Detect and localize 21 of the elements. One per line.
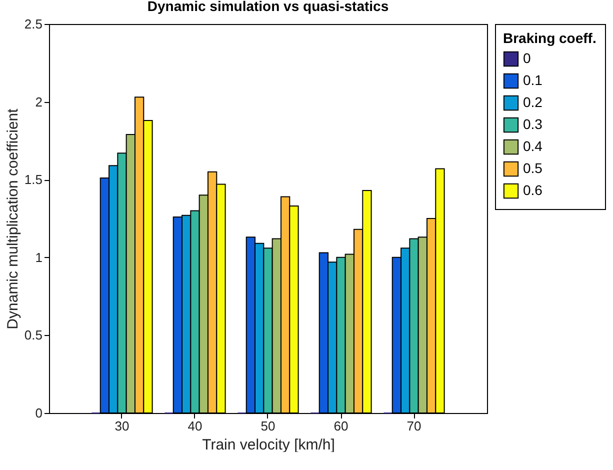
- legend-label: 0.3: [523, 116, 543, 132]
- legend-label: 0: [523, 50, 531, 66]
- y-axis-title: Dynamic multiplication coefficient: [4, 108, 22, 330]
- y-tick-label: 1: [35, 250, 42, 265]
- x-tick-label: 60: [334, 418, 348, 434]
- legend-label: 0.6: [523, 182, 543, 198]
- x-tick-label: 30: [114, 418, 130, 434]
- legend-label: 0.2: [523, 94, 543, 110]
- y-tick-label: 2: [35, 94, 42, 110]
- legend-title: Braking coeff.: [503, 30, 596, 46]
- legend-label: 0.5: [523, 160, 543, 176]
- y-tick-label: 1.5: [24, 172, 42, 188]
- x-tick-label: 50: [260, 418, 276, 434]
- y-tick-label: 2.5: [24, 16, 42, 32]
- y-tick-label: 0: [35, 406, 42, 420]
- x-tick-label: 40: [188, 418, 202, 434]
- legend-label: 0.4: [523, 138, 543, 154]
- chart-title: Dynamic simulation vs quasi-statics: [147, 0, 389, 14]
- x-tick-label: 70: [406, 418, 422, 434]
- legend-label: 0.1: [523, 72, 543, 88]
- y-tick-label: 0.5: [24, 328, 42, 343]
